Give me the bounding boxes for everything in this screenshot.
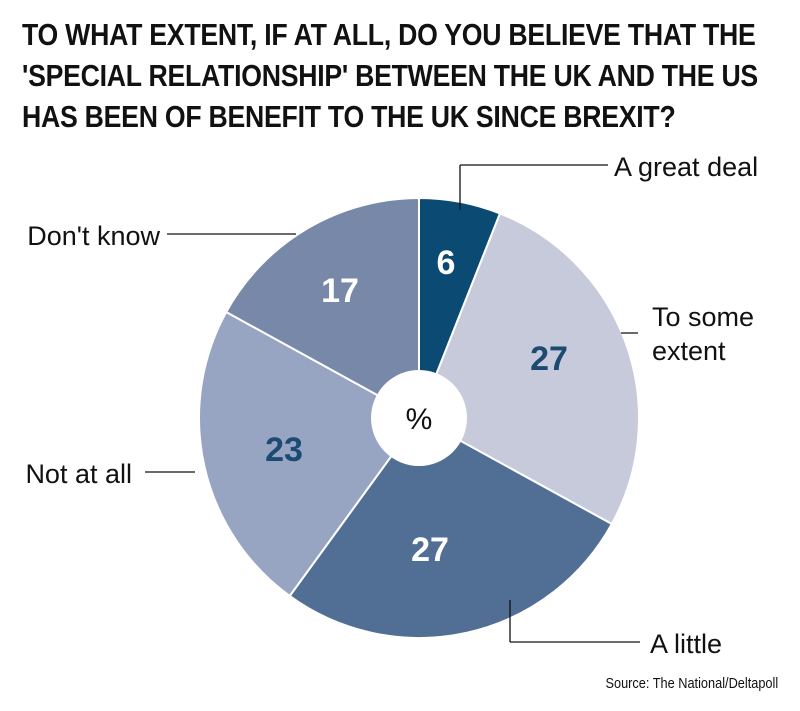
pie-category-label: To some extent <box>652 302 754 366</box>
pie-category-label: A little <box>650 629 722 659</box>
chart-title: TO WHAT EXTENT, IF AT ALL, DO YOU BELIEV… <box>22 14 758 137</box>
chart-title-line-1: TO WHAT EXTENT, IF AT ALL, DO YOU BELIEV… <box>22 17 756 52</box>
pie-slice-a-little <box>288 416 614 639</box>
chart-title-line-2: 'SPECIAL RELATIONSHIP' BETWEEN THE UK AN… <box>22 58 758 93</box>
pie-leader-lines <box>145 164 640 643</box>
source-note: Source: The National/Deltapoll <box>605 675 778 692</box>
pie-value-labels: 6 27 27 23 17 <box>265 244 568 569</box>
pie-category-labels: A great deal To some extent A little Not at … <box>25 152 758 659</box>
pie-category-label: Don't know <box>27 221 160 251</box>
pie-slice-don-t-know <box>224 196 420 420</box>
pie-value-label: 6 <box>437 244 456 282</box>
pie-slice-to-some-extent <box>417 212 640 526</box>
pie-category-label: Not at all <box>25 459 132 489</box>
chart-title-line-3: HAS BEEN OF BENEFIT TO THE UK SINCE BREX… <box>22 99 676 134</box>
pie-value-label: 27 <box>530 340 568 378</box>
pie-center-hole <box>371 370 467 466</box>
pie-value-label: 23 <box>265 431 303 469</box>
pie-slices <box>197 196 640 639</box>
pie-value-label: 17 <box>321 272 359 310</box>
pie-slice-not-at-all <box>197 310 421 598</box>
pie-category-label: A great deal <box>614 152 758 182</box>
pie-center-label: % <box>406 403 433 436</box>
pie-value-label: 27 <box>411 531 449 569</box>
